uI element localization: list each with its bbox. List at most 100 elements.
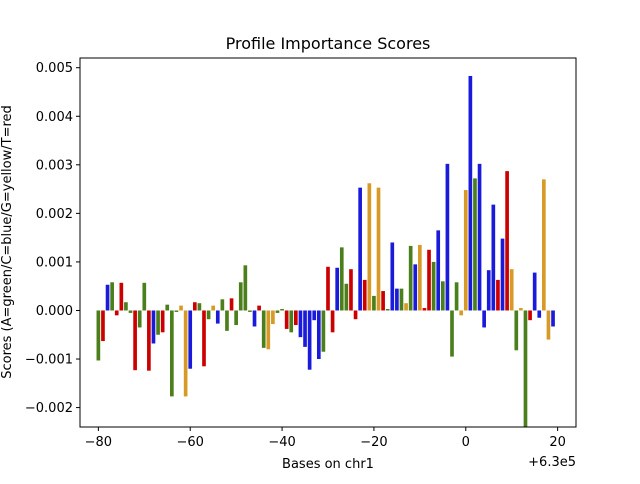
bar-C-20 [188, 310, 193, 369]
bar-G-19 [183, 310, 188, 397]
bar-A-15 [165, 304, 170, 311]
x-tick-label: 20 [549, 435, 566, 450]
bar-G-97 [542, 179, 546, 311]
bar-A-22 [197, 303, 202, 311]
axes-frame [79, 57, 577, 428]
bar-A-10 [142, 282, 147, 311]
bar-A-17 [174, 310, 179, 312]
bar-G-61 [376, 187, 381, 311]
bar-C-74 [436, 230, 441, 311]
bar-T-35 [257, 305, 261, 311]
bar-G-37 [266, 310, 271, 350]
bar-T-55 [349, 269, 353, 311]
bar-T-29 [229, 298, 234, 311]
bar-A-13 [156, 310, 160, 335]
bar-G-79 [459, 310, 464, 316]
bar-T-50 [326, 266, 330, 311]
plot-area [96, 75, 555, 427]
bar-G-18 [179, 305, 183, 311]
y-tick-label: 0.002 [36, 207, 73, 222]
bar-T-51 [330, 310, 335, 333]
bar-A-32 [243, 265, 248, 311]
bar-C-52 [335, 267, 340, 311]
bar-C-88 [500, 238, 505, 311]
y-tick-label: 0.000 [36, 304, 73, 319]
bar-C-95 [532, 272, 537, 311]
bar-C-81 [468, 75, 473, 311]
x-axis-offset-label: +6.3e5 [528, 455, 576, 470]
bar-C-47 [312, 310, 317, 321]
bar-T-4 [114, 310, 119, 316]
bar-T-23 [202, 310, 206, 367]
bar-C-48 [316, 310, 321, 360]
bar-A-49 [321, 310, 326, 352]
bar-C-46 [307, 310, 312, 370]
bar-G-90 [509, 269, 514, 311]
bar-C-26 [215, 310, 220, 324]
x-tick-label: −80 [85, 435, 112, 450]
chart-title: Profile Importance Scores [226, 34, 431, 53]
bar-A-3 [110, 282, 114, 311]
bar-C-44 [298, 310, 303, 338]
bar-C-99 [551, 310, 555, 327]
bar-T-5 [119, 282, 124, 311]
bar-A-53 [339, 247, 344, 311]
x-axis-label: Bases on chr1 [282, 457, 374, 472]
bar-A-66 [399, 288, 404, 311]
bar-A-93 [523, 310, 528, 427]
y-axis: −0.002 −0.001 0.000 0.001 0.002 0.003 0.004 0.0… [25, 61, 80, 416]
bar-T-87 [496, 279, 500, 311]
y-tick-label: −0.001 [25, 353, 73, 368]
bar-T-62 [381, 291, 385, 311]
bar-A-40 [280, 309, 284, 311]
bar-A-7 [128, 310, 133, 313]
y-tick-label: 0.005 [36, 61, 73, 76]
bar-A-30 [234, 310, 238, 326]
y-axis-label: Scores (A=green/C=blue/G=yellow/T=red [0, 105, 15, 379]
y-tick-label: 0.001 [36, 255, 73, 270]
bar-T-43 [294, 310, 298, 326]
bar-A-33 [248, 310, 252, 312]
x-tick-label: −60 [177, 435, 204, 450]
bar-C-69 [413, 264, 418, 311]
bar-C-83 [477, 163, 482, 311]
bar-A-36 [261, 310, 266, 348]
bar-G-38 [271, 310, 275, 325]
bar-G-59 [367, 183, 372, 311]
bar-G-67 [404, 303, 408, 311]
bar-C-45 [303, 310, 307, 347]
bar-T-89 [505, 171, 509, 311]
bar-A-6 [124, 302, 128, 311]
bar-C-2 [105, 284, 110, 311]
bar-C-57 [358, 187, 362, 311]
bar-T-56 [353, 310, 358, 320]
bar-T-21 [192, 302, 197, 311]
bar-C-34 [252, 310, 257, 327]
bar-T-71 [422, 308, 427, 311]
x-tick-label: −40 [268, 435, 295, 450]
bar-A-60 [372, 295, 376, 311]
bar-T-14 [160, 310, 165, 333]
bar-A-24 [206, 310, 211, 320]
bar-A-27 [220, 299, 225, 311]
bar-A-54 [344, 283, 349, 311]
bar-A-42 [289, 310, 294, 333]
bar-C-84 [482, 310, 486, 328]
bar-A-78 [454, 282, 459, 311]
x-axis: −80 −60 −40 −20 0 20 [85, 427, 566, 450]
bar-C-96 [537, 310, 542, 318]
y-tick-label: −0.002 [25, 401, 73, 416]
y-tick-label: 0.003 [36, 158, 73, 173]
bar-A-91 [514, 310, 519, 351]
bar-T-94 [528, 310, 532, 321]
bar-T-8 [133, 310, 137, 371]
bar-C-85 [486, 270, 491, 311]
x-tick-label: 0 [462, 435, 470, 450]
bar-A-68 [408, 245, 413, 311]
bar-C-86 [491, 204, 496, 311]
bar-C-65 [395, 288, 399, 311]
bar-A-63 [385, 309, 390, 311]
